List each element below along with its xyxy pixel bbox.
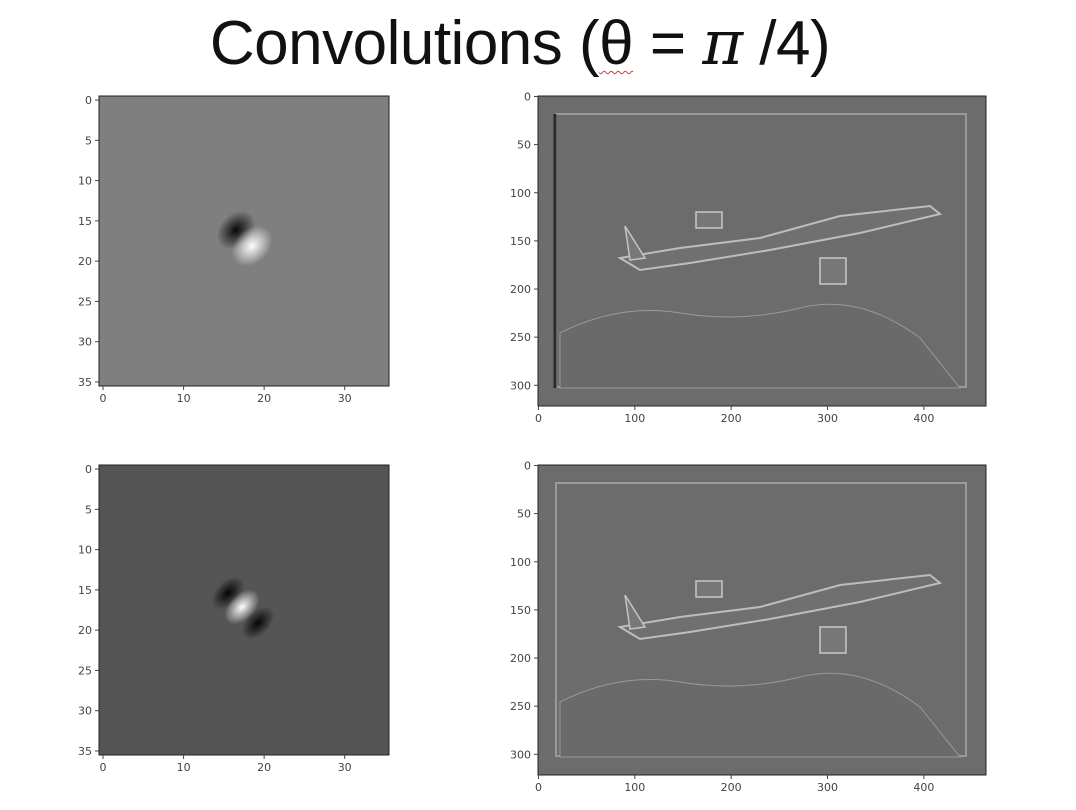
- y-tick-label: 30: [78, 705, 92, 718]
- y-tick-label: 200: [510, 283, 531, 296]
- slide-title: Convolutions (θ = π /4): [0, 6, 1040, 79]
- y-tick-label: 100: [510, 556, 531, 569]
- y-tick-label: 10: [78, 175, 92, 188]
- y-tick-label: 10: [78, 544, 92, 557]
- y-tick-label: 300: [510, 748, 531, 761]
- y-tick-label: 50: [517, 508, 531, 521]
- y-tick-label: 5: [85, 134, 92, 147]
- x-tick-label: 0: [535, 781, 542, 794]
- y-tick-label: 250: [510, 331, 531, 344]
- kernel-bottom-axes: 0 10 20 30 0 5 10 15 20 25 30 35: [78, 463, 352, 774]
- y-tick-label: 0: [524, 459, 531, 472]
- airplane-engine: [695, 211, 723, 229]
- y-tick-label: 5: [85, 503, 92, 516]
- y-tick-label: 35: [78, 376, 92, 389]
- kernel-light-lobe: [231, 225, 273, 267]
- y-tick-label: 100: [510, 187, 531, 200]
- image-plot-top: 0 100 200 300 400 0 50 100 150 200 250 300: [510, 90, 987, 425]
- title-pi: π: [702, 6, 743, 79]
- airplane-tail: [624, 594, 647, 630]
- y-tick-label: 15: [78, 215, 92, 228]
- y-tick-label: 20: [78, 624, 92, 637]
- x-tick-label: 100: [624, 781, 645, 794]
- title-theta: θ: [599, 9, 634, 78]
- airplane-gear: [819, 257, 847, 285]
- x-tick-label: 0: [100, 392, 107, 405]
- y-tick-label: 200: [510, 652, 531, 665]
- x-tick-label: 10: [177, 761, 191, 774]
- x-tick-label: 400: [913, 781, 934, 794]
- y-tick-label: 35: [78, 745, 92, 758]
- y-tick-label: 0: [85, 94, 92, 107]
- x-tick-label: 200: [721, 412, 742, 425]
- x-tick-label: 20: [257, 761, 271, 774]
- y-tick-label: 150: [510, 235, 531, 248]
- y-tick-label: 25: [78, 664, 92, 677]
- x-tick-label: 300: [817, 781, 838, 794]
- title-prefix: Convolutions (: [209, 9, 600, 78]
- terrain: [559, 672, 962, 758]
- x-tick-label: 300: [817, 412, 838, 425]
- title-equals: =: [633, 9, 703, 78]
- airplane-fuselage: [617, 204, 943, 272]
- terrain: [559, 303, 962, 389]
- y-tick-label: 25: [78, 295, 92, 308]
- kernel-dark-lobe-2: [241, 606, 275, 640]
- y-tick-label: 30: [78, 336, 92, 349]
- airplane-tail: [624, 225, 647, 261]
- y-tick-label: 15: [78, 584, 92, 597]
- image-top-axes: 0 100 200 300 400 0 50 100 150 200 250 300: [510, 90, 934, 425]
- airplane-fuselage: [617, 573, 943, 641]
- y-tick-label: 50: [517, 139, 531, 152]
- x-tick-label: 20: [257, 392, 271, 405]
- x-tick-label: 200: [721, 781, 742, 794]
- x-tick-label: 400: [913, 412, 934, 425]
- kernel-plot-bottom: 0 10 20 30 0 5 10 15 20 25 30 35: [78, 463, 390, 774]
- kernel-top-axes: 0 10 20 30 0 5 10 15 20 25 30 35: [78, 94, 352, 405]
- title-suffix: /4): [742, 9, 831, 78]
- image-bottom-axes: 0 100 200 300 400 0 50 100 150 200 250 300: [510, 459, 934, 794]
- y-tick-label: 150: [510, 604, 531, 617]
- x-tick-label: 30: [338, 761, 352, 774]
- y-tick-label: 20: [78, 255, 92, 268]
- airplane-engine: [695, 580, 723, 598]
- y-tick-label: 250: [510, 700, 531, 713]
- x-tick-label: 100: [624, 412, 645, 425]
- image-plot-bottom: 0 100 200 300 400 0 50 100 150 200 250 300: [510, 459, 987, 794]
- y-tick-label: 0: [524, 90, 531, 103]
- x-tick-label: 0: [100, 761, 107, 774]
- kernel-plot-top: 0 10 20 30 0 5 10 15 20 25 30 35: [78, 94, 390, 405]
- y-tick-label: 300: [510, 379, 531, 392]
- x-tick-label: 30: [338, 392, 352, 405]
- x-tick-label: 10: [177, 392, 191, 405]
- airplane-gear: [819, 626, 847, 654]
- x-tick-label: 0: [535, 412, 542, 425]
- y-tick-label: 0: [85, 463, 92, 476]
